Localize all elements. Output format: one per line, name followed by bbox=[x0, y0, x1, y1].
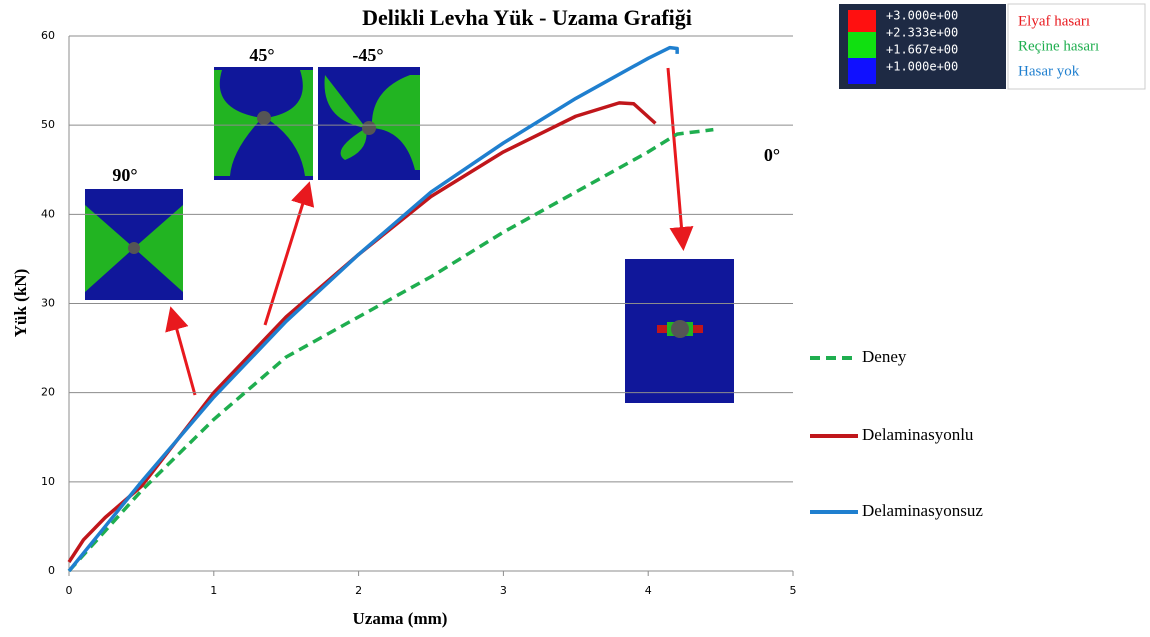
x-tick-label: 0 bbox=[66, 584, 73, 597]
y-tick-label: 60 bbox=[41, 29, 55, 42]
annotation: 90° bbox=[112, 165, 137, 185]
y-axis-label: Yük (kN) bbox=[11, 269, 30, 338]
arrow bbox=[172, 312, 195, 395]
x-tick-label: 5 bbox=[790, 584, 797, 597]
x-tick-label: 1 bbox=[210, 584, 217, 597]
contour-value: +3.000e+00 bbox=[886, 9, 958, 23]
x-tick-label: 4 bbox=[645, 584, 652, 597]
contour-label: Hasar yok bbox=[1018, 63, 1080, 79]
inset-90 bbox=[85, 189, 183, 300]
contour-label: Elyaf hasarı bbox=[1018, 13, 1090, 29]
chart: Delikli Levha Yük - Uzama Grafiği Uzama … bbox=[0, 0, 1150, 637]
contour-label: Reçine hasarı bbox=[1018, 38, 1099, 54]
y-tick-label: 0 bbox=[48, 564, 55, 577]
inset-minus-45 bbox=[318, 67, 420, 180]
arrow bbox=[668, 68, 683, 245]
x-tick-label: 3 bbox=[500, 584, 507, 597]
inset-45 bbox=[214, 67, 313, 180]
y-tick-label: 10 bbox=[41, 475, 55, 488]
contour-value: +1.000e+00 bbox=[886, 60, 958, 74]
contour-swatch bbox=[848, 10, 876, 32]
y-tick-label: 20 bbox=[41, 386, 55, 399]
chart-title: Delikli Levha Yük - Uzama Grafiği bbox=[362, 5, 692, 30]
y-tick-label: 30 bbox=[41, 297, 55, 310]
legend-label: Deney bbox=[862, 347, 907, 366]
annotation: 45° bbox=[249, 45, 274, 65]
legend-label: Delaminasyonsuz bbox=[862, 501, 983, 520]
y-tick-label: 50 bbox=[41, 118, 55, 131]
contour-value: +1.667e+00 bbox=[886, 43, 958, 57]
annotation: 0° bbox=[764, 145, 780, 165]
x-axis-label: Uzama (mm) bbox=[353, 609, 448, 628]
inset-0 bbox=[625, 259, 734, 403]
legend-label: Delaminasyonlu bbox=[862, 425, 974, 444]
annotation: -45° bbox=[352, 45, 383, 65]
x-tick-label: 2 bbox=[355, 584, 362, 597]
contour-value: +2.333e+00 bbox=[886, 26, 958, 40]
contour-swatch bbox=[848, 32, 876, 58]
y-tick-label: 40 bbox=[41, 207, 55, 220]
contour-swatch bbox=[848, 58, 876, 84]
